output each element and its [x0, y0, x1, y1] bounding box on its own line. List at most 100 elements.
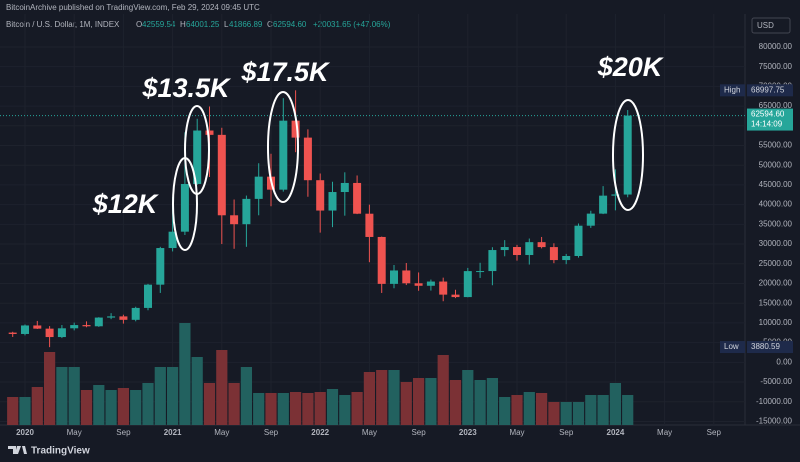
volume-bar	[376, 370, 388, 425]
volume-bar	[400, 382, 412, 425]
currency-box[interactable]	[751, 17, 791, 34]
candle-body	[45, 328, 54, 338]
volume-bar	[93, 385, 105, 425]
x-tick-label: Sep	[116, 428, 131, 437]
x-tick-label: 2024	[607, 428, 625, 437]
y-tick-label: 65000.00	[759, 101, 793, 110]
publisher: BitcoinArchive published on TradingView.…	[6, 3, 260, 12]
volume-bar	[351, 392, 363, 425]
candle-body	[33, 325, 42, 329]
header-high: 64001.25	[186, 20, 220, 29]
candle-body	[402, 270, 411, 284]
last-price: 62594.60	[751, 110, 785, 119]
currency[interactable]: USD	[757, 21, 774, 30]
axis-tag	[747, 341, 793, 354]
header-low_label: L	[224, 20, 229, 29]
candle-body	[254, 176, 263, 199]
volume-bar	[302, 393, 314, 425]
volume-bar	[265, 393, 277, 425]
header-close: 62594.60	[273, 20, 307, 29]
annotation: $13.5K	[141, 73, 232, 103]
x-tick-label: Sep	[707, 428, 722, 437]
y-tick-label: 75000.00	[759, 62, 793, 71]
candle-body	[611, 194, 620, 196]
candle-body	[488, 250, 497, 272]
candle-body	[131, 307, 140, 320]
candle-body	[549, 247, 558, 261]
x-tick-label: May	[67, 428, 82, 437]
volume-bar	[388, 370, 400, 425]
last-price-tag	[747, 108, 793, 131]
volume-bar	[314, 392, 326, 425]
y-tick-label: 45000.00	[759, 180, 793, 189]
candle-body	[574, 225, 583, 257]
logo	[8, 446, 27, 454]
candle-body	[525, 242, 534, 256]
x-tick-label: Sep	[559, 428, 574, 437]
candle-body	[21, 325, 29, 334]
volume-bar	[449, 380, 462, 425]
header-symbol: Bitcoin / U.S. Dollar, 1M, INDEX	[6, 20, 120, 29]
volume-bar	[560, 402, 572, 425]
annotation: $20K	[597, 52, 665, 82]
y-tick-label: 10000.00	[759, 318, 793, 327]
candle-body	[316, 180, 325, 211]
y-tick-label: 25000.00	[759, 259, 793, 268]
volume-bar	[523, 392, 535, 425]
y-tick-label: -10000.00	[756, 397, 793, 406]
candle-body	[303, 137, 312, 181]
candle-body	[365, 213, 374, 237]
candle-body	[70, 325, 79, 329]
annotation: $12K	[92, 189, 160, 219]
low-value-label: Low	[724, 342, 739, 351]
volume-bar	[228, 383, 240, 425]
x-tick-label: Sep	[264, 428, 279, 437]
volume-bar	[548, 402, 560, 425]
candle-body	[353, 182, 362, 214]
volume-bar	[462, 370, 474, 425]
candle-body	[291, 120, 300, 138]
header-close_label: C	[267, 20, 273, 29]
axis-tag	[747, 84, 793, 97]
volume-bar	[363, 372, 375, 425]
volume-bar	[19, 397, 31, 425]
header-low: 41866.89	[229, 20, 263, 29]
candle-body	[500, 247, 509, 251]
candle-body	[562, 256, 571, 261]
x-tick-label: 2021	[164, 428, 182, 437]
volume-bar	[216, 350, 228, 425]
header-open_label: O	[136, 20, 142, 29]
brand: TradingView	[31, 446, 90, 457]
header-change: +20031.65 (+47.06%)	[313, 20, 391, 29]
x-tick-label: 2023	[459, 428, 477, 437]
candle-body	[193, 130, 202, 184]
candle-body	[230, 215, 239, 225]
volume-bar	[68, 367, 80, 425]
candle-body	[328, 192, 337, 211]
candle-body	[279, 120, 288, 190]
candle-body	[119, 316, 128, 320]
volume-bar	[105, 390, 117, 425]
volume-bar	[437, 355, 449, 425]
axis-tag-label-box	[720, 341, 745, 354]
header-open: 42559.54	[142, 20, 176, 29]
y-tick-label: 40000.00	[759, 200, 793, 209]
x-tick-label: May	[214, 428, 229, 437]
volume-bar	[80, 390, 93, 425]
volume-bar	[339, 395, 351, 425]
candle-body	[426, 281, 435, 286]
highlight-ellipse	[184, 105, 210, 195]
volume-bar	[622, 395, 634, 425]
volume-bar	[203, 383, 216, 425]
high-value: 68997.75	[751, 85, 785, 94]
candle-body	[8, 332, 17, 334]
volume-bar	[597, 395, 609, 425]
volume-bar	[130, 390, 142, 425]
volume-bar	[142, 383, 154, 425]
candle-body	[439, 281, 448, 295]
volume-bar	[240, 367, 252, 425]
volume-bar	[499, 397, 511, 425]
y-tick-label: 35000.00	[759, 219, 793, 228]
